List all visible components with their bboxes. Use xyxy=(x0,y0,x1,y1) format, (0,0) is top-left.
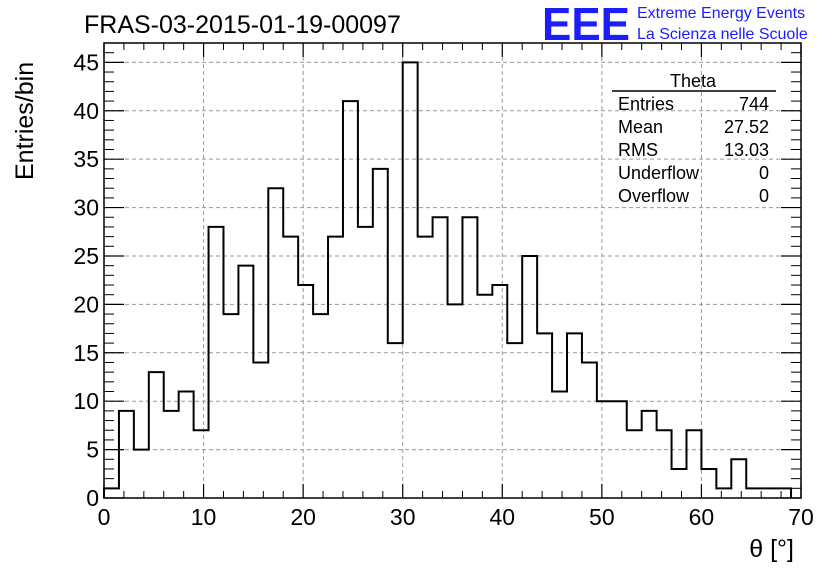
histogram-line xyxy=(103,61,793,498)
y-tick-label: 10 xyxy=(73,388,99,414)
stats-value-entries: 744 xyxy=(739,94,769,114)
x-axis-label: θ [°] xyxy=(749,535,794,563)
y-tick-label: 15 xyxy=(73,340,99,366)
plot-frame xyxy=(103,42,802,499)
y-tick-label: 45 xyxy=(73,49,99,75)
y-tick-label: 40 xyxy=(73,98,99,124)
y-tick-label: 20 xyxy=(73,291,99,317)
stats-box: Theta Entries 744 Mean 27.52 RMS 13.03 U… xyxy=(612,71,776,206)
x-tick-label: 70 xyxy=(788,504,814,530)
stats-label-rms: RMS xyxy=(618,140,658,160)
y-axis-label: Entries/bin xyxy=(11,62,39,180)
stats-label-mean: Mean xyxy=(618,117,663,137)
tick-labels: 0 10 20 30 40 50 60 70 0 5 10 15 20 25 30 35 40 45 xyxy=(73,49,813,530)
x-tick-label: 20 xyxy=(290,504,316,530)
y-tick-label: 0 xyxy=(86,485,99,511)
stats-label-entries: Entries xyxy=(618,94,674,114)
chart-title: FRAS-03-2015-01-19-00097 xyxy=(84,11,401,39)
y-tick-label: 35 xyxy=(73,146,99,172)
y-tick-label: 25 xyxy=(73,243,99,269)
y-tick-label: 30 xyxy=(73,195,99,221)
stats-value-mean: 27.52 xyxy=(724,117,769,137)
stats-rows: Entries 744 Mean 27.52 RMS 13.03 Underfl… xyxy=(618,94,769,206)
x-tick-label: 10 xyxy=(191,504,217,530)
eee-logo: EEE Extreme Energy Events La Scienza nel… xyxy=(542,0,808,50)
x-tick-label: 0 xyxy=(98,504,111,530)
x-tick-label: 60 xyxy=(689,504,715,530)
stats-value-rms: 13.03 xyxy=(724,140,769,160)
stats-name: Theta xyxy=(670,71,717,91)
x-tick-label: 40 xyxy=(489,504,515,530)
x-tick-label: 50 xyxy=(589,504,615,530)
stats-value-overflow: 0 xyxy=(759,186,769,206)
x-tick-label: 30 xyxy=(390,504,416,530)
logo-letters: EEE xyxy=(542,0,630,50)
stats-label-underflow: Underflow xyxy=(618,163,700,183)
stats-label-overflow: Overflow xyxy=(618,186,690,206)
stats-value-underflow: 0 xyxy=(759,163,769,183)
logo-line-1: Extreme Energy Events xyxy=(637,5,805,22)
logo-line-2: La Scienza nelle Scuole xyxy=(637,26,808,43)
y-tick-label: 5 xyxy=(86,437,99,463)
axis-ticks xyxy=(103,42,802,499)
